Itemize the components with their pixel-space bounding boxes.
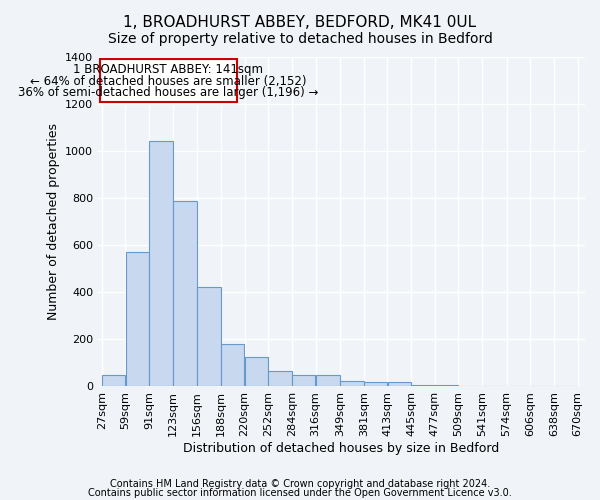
X-axis label: Distribution of detached houses by size in Bedford: Distribution of detached houses by size … [184, 442, 500, 455]
Bar [245, 357, 268, 386]
Text: Contains HM Land Registry data © Crown copyright and database right 2024.: Contains HM Land Registry data © Crown c… [110, 479, 490, 489]
Bar [388, 382, 411, 386]
Bar [364, 382, 387, 386]
Bar [221, 344, 244, 387]
Text: Size of property relative to detached houses in Bedford: Size of property relative to detached ho… [107, 32, 493, 46]
Bar [102, 374, 125, 386]
Bar [316, 374, 340, 386]
Text: 1 BROADHURST ABBEY: 141sqm: 1 BROADHURST ABBEY: 141sqm [73, 64, 263, 76]
Text: 1, BROADHURST ABBEY, BEDFORD, MK41 0UL: 1, BROADHURST ABBEY, BEDFORD, MK41 0UL [124, 15, 476, 30]
Bar [197, 288, 221, 386]
Bar [340, 380, 364, 386]
Bar [292, 374, 316, 386]
Bar [125, 252, 149, 386]
Bar [100, 59, 237, 102]
Text: ← 64% of detached houses are smaller (2,152): ← 64% of detached houses are smaller (2,… [30, 75, 307, 88]
Bar [173, 202, 197, 386]
Text: Contains public sector information licensed under the Open Government Licence v3: Contains public sector information licen… [88, 488, 512, 498]
Bar [268, 371, 292, 386]
Y-axis label: Number of detached properties: Number of detached properties [47, 123, 59, 320]
Text: 36% of semi-detached houses are larger (1,196) →: 36% of semi-detached houses are larger (… [18, 86, 319, 100]
Bar [149, 142, 173, 386]
